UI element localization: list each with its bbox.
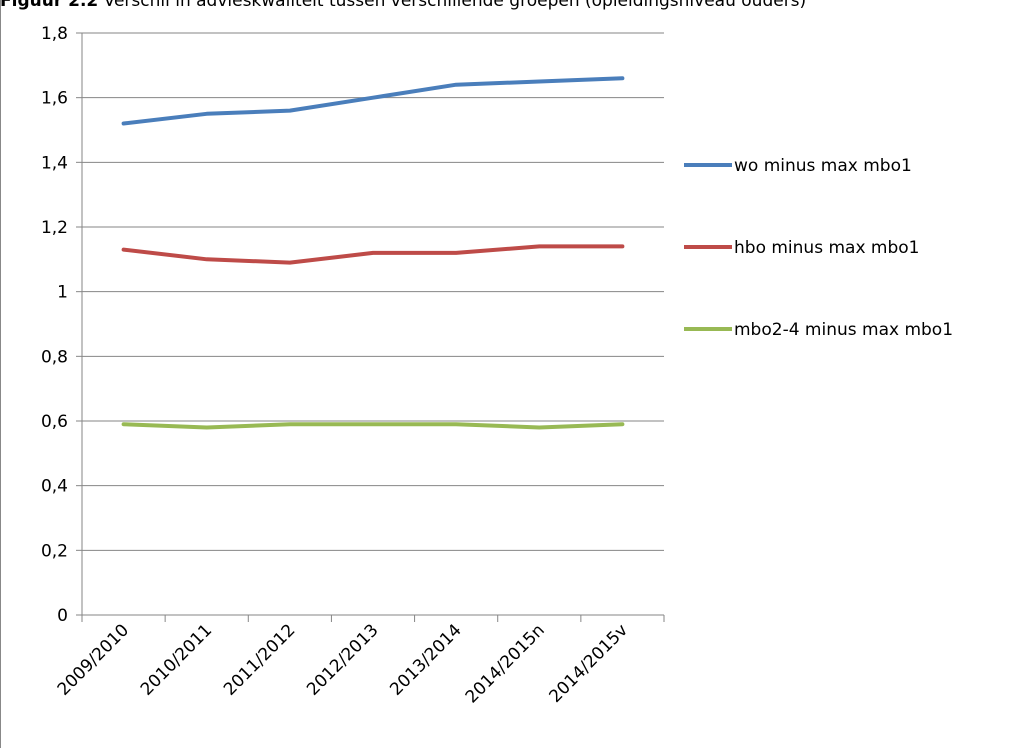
- y-tick-label: 1,4: [41, 153, 68, 173]
- y-tick-label: 0,8: [41, 347, 68, 367]
- x-tick-label: 2014/2015n: [462, 620, 549, 707]
- x-tick-label: 2009/2010: [54, 620, 133, 699]
- figure-caption-text: Verschil in advieskwaliteit tussen versc…: [98, 0, 807, 11]
- legend-label: hbo minus max mbo1: [734, 238, 919, 258]
- x-axis-ticks: 2009/2010 2010/2011 2011/2012 2012/2013 2013…: [54, 615, 665, 707]
- series-lines: [121, 76, 625, 430]
- y-tick-label: 1,2: [41, 218, 68, 238]
- axes: [81, 33, 664, 616]
- figure-caption: Figuur 2.2 Verschil in advieskwaliteit t…: [0, 0, 1025, 11]
- x-tick-label: 2011/2012: [220, 620, 299, 699]
- x-tick-label: 2013/2014: [386, 620, 465, 699]
- x-tick-label: 2010/2011: [137, 620, 216, 699]
- y-tick-label: 0,4: [41, 477, 68, 497]
- y-tick-label: 1,8: [41, 24, 68, 44]
- y-tick-label: 0: [57, 606, 68, 626]
- y-tick-label: 1: [57, 283, 68, 303]
- legend: wo minus max mbo1 hbo minus max mbo1 mbo2-…: [684, 156, 953, 340]
- legend-label: mbo2-4 minus max mbo1: [734, 320, 953, 340]
- y-tick-label: 1,6: [41, 89, 68, 109]
- series-line: [121, 422, 625, 430]
- gridlines: [82, 32, 664, 551]
- legend-label: wo minus max mbo1: [734, 156, 912, 176]
- x-tick-label: 2014/2015v: [545, 620, 631, 706]
- series-line: [121, 76, 625, 126]
- series-line: [121, 244, 625, 265]
- y-tick-label: 0,2: [41, 541, 68, 561]
- x-tick-label: 2012/2013: [303, 620, 382, 699]
- y-tick-label: 0,6: [41, 412, 68, 432]
- figure-caption-prefix: Figuur 2.2: [0, 0, 99, 11]
- y-axis-ticks: 0 0,2 0,4 0,6 0,8 1 1,2 1,4 1,6 1,8: [41, 24, 82, 626]
